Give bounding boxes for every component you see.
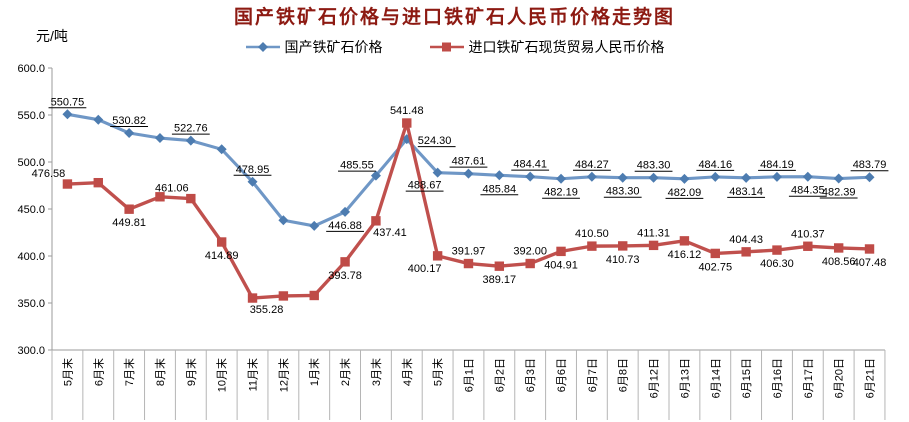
svg-text:300.0: 300.0: [17, 345, 45, 357]
legend-item-imported: 进口铁矿石现货贸易人民币价格: [429, 37, 665, 57]
svg-text:400.17: 400.17: [408, 263, 442, 275]
svg-text:11月末: 11月末: [246, 358, 260, 391]
svg-text:410.37: 410.37: [791, 228, 825, 240]
legend-item-domestic: 国产铁矿石价格: [245, 37, 383, 57]
svg-text:404.43: 404.43: [729, 234, 763, 246]
legend-swatch-diamond-icon: [245, 41, 281, 53]
svg-text:416.12: 416.12: [668, 249, 702, 261]
chart-legend: 国产铁矿石价格 进口铁矿石现货贸易人民币价格: [0, 37, 909, 57]
svg-text:484.16: 484.16: [698, 159, 732, 171]
svg-text:6月20日: 6月20日: [834, 358, 846, 398]
svg-text:6月12日: 6月12日: [649, 358, 661, 398]
svg-text:485.84: 485.84: [482, 183, 516, 195]
svg-text:392.00: 392.00: [513, 246, 547, 258]
svg-text:550.0: 550.0: [17, 110, 45, 122]
svg-text:6月7日: 6月7日: [587, 358, 599, 392]
legend-swatch-square-icon: [429, 41, 465, 53]
svg-text:350.0: 350.0: [17, 298, 45, 310]
svg-text:482.09: 482.09: [668, 187, 702, 199]
svg-text:550.75: 550.75: [51, 96, 85, 108]
svg-text:530.82: 530.82: [112, 115, 146, 127]
svg-text:406.30: 406.30: [760, 258, 794, 270]
svg-text:484.19: 484.19: [760, 159, 794, 171]
svg-text:5月末: 5月末: [60, 358, 74, 386]
svg-text:483.30: 483.30: [606, 186, 640, 198]
svg-text:9月末: 9月末: [184, 358, 198, 386]
svg-text:7月末: 7月末: [122, 358, 136, 386]
svg-text:402.75: 402.75: [698, 261, 732, 273]
svg-text:478.95: 478.95: [236, 164, 270, 176]
svg-text:411.31: 411.31: [637, 227, 670, 239]
svg-text:485.55: 485.55: [340, 160, 374, 172]
svg-text:5月末: 5月末: [431, 358, 445, 386]
svg-text:461.06: 461.06: [155, 183, 189, 195]
y-axis-unit-label: 元/吨: [36, 28, 68, 44]
svg-text:389.17: 389.17: [482, 274, 516, 286]
svg-text:3月末: 3月末: [369, 358, 383, 386]
svg-text:450.0: 450.0: [17, 204, 45, 216]
svg-text:600.0: 600.0: [17, 63, 45, 75]
svg-text:4月末: 4月末: [400, 358, 414, 386]
svg-text:484.35: 484.35: [791, 185, 825, 197]
svg-text:8月末: 8月末: [153, 358, 167, 386]
svg-text:483.79: 483.79: [853, 159, 887, 171]
svg-text:437.41: 437.41: [373, 227, 407, 239]
svg-text:6月13日: 6月13日: [679, 358, 691, 398]
svg-text:6月16日: 6月16日: [772, 358, 784, 398]
svg-text:446.88: 446.88: [328, 220, 362, 232]
svg-text:408.56: 408.56: [822, 256, 856, 268]
svg-text:449.81: 449.81: [112, 217, 146, 229]
svg-text:6月1日: 6月1日: [463, 358, 475, 392]
svg-text:6月17日: 6月17日: [803, 358, 815, 398]
svg-text:522.76: 522.76: [174, 123, 208, 135]
svg-text:414.89: 414.89: [205, 250, 239, 262]
svg-text:483.30: 483.30: [637, 160, 671, 172]
svg-text:482.39: 482.39: [822, 187, 856, 199]
svg-text:6月8日: 6月8日: [618, 358, 630, 392]
svg-text:487.61: 487.61: [452, 156, 486, 168]
svg-text:6月15日: 6月15日: [741, 358, 753, 398]
svg-text:6月3日: 6月3日: [525, 358, 537, 392]
svg-text:12月末: 12月末: [276, 358, 290, 392]
svg-text:500.0: 500.0: [17, 157, 45, 169]
svg-text:1月末: 1月末: [307, 358, 321, 386]
svg-text:484.41: 484.41: [513, 159, 547, 171]
svg-text:6月14日: 6月14日: [710, 358, 722, 398]
svg-text:483.14: 483.14: [729, 186, 763, 198]
svg-text:541.48: 541.48: [390, 105, 424, 117]
svg-text:400.0: 400.0: [17, 251, 45, 263]
svg-text:6月2日: 6月2日: [494, 358, 506, 392]
svg-text:484.27: 484.27: [575, 159, 609, 171]
svg-text:10月末: 10月末: [215, 358, 229, 392]
svg-text:393.78: 393.78: [328, 270, 362, 282]
svg-text:476.58: 476.58: [32, 168, 66, 180]
svg-text:482.19: 482.19: [544, 187, 578, 199]
svg-text:6月21日: 6月21日: [865, 358, 877, 398]
svg-text:391.97: 391.97: [452, 246, 486, 258]
svg-text:488.67: 488.67: [408, 180, 442, 192]
svg-text:410.50: 410.50: [575, 228, 609, 240]
svg-text:6月末: 6月末: [91, 358, 105, 386]
svg-text:524.30: 524.30: [418, 135, 452, 147]
chart-title: 国产铁矿石价格与进口铁矿石人民币价格走势图: [233, 7, 675, 28]
legend-label-imported: 进口铁矿石现货贸易人民币价格: [468, 39, 665, 55]
svg-text:410.73: 410.73: [606, 254, 640, 266]
svg-text:2月末: 2月末: [338, 358, 352, 386]
svg-text:404.91: 404.91: [544, 259, 578, 271]
legend-label-domestic: 国产铁矿石价格: [284, 39, 383, 55]
svg-text:6月6日: 6月6日: [556, 358, 568, 392]
svg-text:355.28: 355.28: [250, 304, 284, 316]
svg-text:407.48: 407.48: [853, 257, 887, 269]
